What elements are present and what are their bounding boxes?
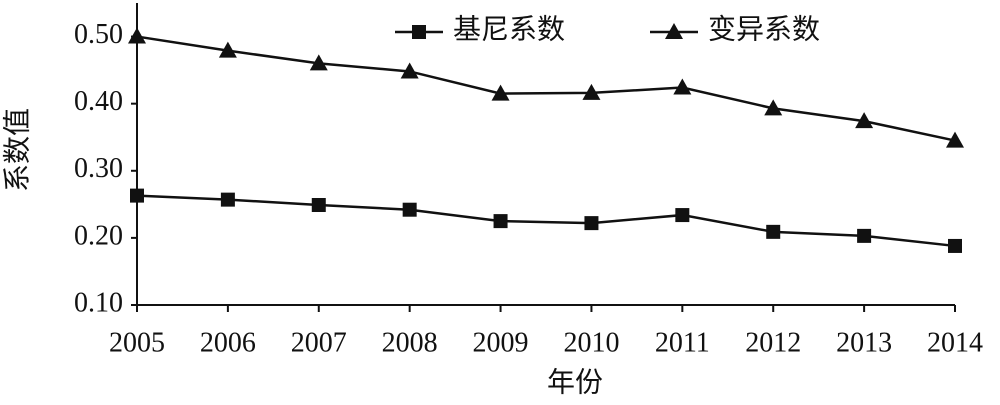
data-point [130, 188, 144, 203]
x-tick-label: 2013 [836, 327, 892, 358]
y-axis-title: 系数值 [1, 108, 33, 192]
data-point [946, 131, 964, 148]
x-tick-label: 2007 [291, 327, 347, 358]
data-point [766, 224, 781, 239]
data-point [220, 192, 235, 207]
data-point [582, 83, 601, 100]
data-point [673, 78, 692, 95]
x-tick-label: 2012 [745, 327, 801, 358]
x-tick-label: 2011 [655, 327, 710, 358]
data-point [218, 41, 237, 58]
data-point [309, 54, 328, 71]
y-tick-label: 0.30 [74, 153, 123, 184]
series-line [136, 35, 956, 142]
data-point [491, 84, 510, 101]
series-line [136, 194, 956, 248]
legend-marker [665, 23, 683, 39]
x-tick-label: 2010 [563, 327, 619, 358]
data-point [493, 214, 508, 229]
x-tick-label: 2008 [382, 327, 438, 358]
data-point [400, 62, 419, 79]
data-point [128, 27, 146, 44]
data-point [855, 112, 874, 129]
y-tick-label: 0.50 [74, 19, 123, 50]
x-tick-label: 2006 [200, 327, 256, 358]
data-point [402, 202, 417, 217]
data-point [764, 99, 783, 116]
data-point [584, 216, 599, 231]
x-axis-title: 年份 [547, 366, 603, 398]
data-point [857, 228, 872, 243]
data-point [311, 198, 326, 213]
legend-label: 基尼系数 [453, 13, 565, 45]
y-tick-label: 0.20 [74, 220, 123, 251]
y-tick-label: 0.10 [74, 287, 123, 318]
legend-label: 变异系数 [708, 13, 820, 45]
y-tick-label: 0.40 [74, 86, 123, 117]
data-point [675, 208, 690, 223]
x-tick-label: 2014 [927, 327, 983, 358]
data-point [948, 238, 962, 253]
x-tick-label: 2009 [473, 327, 529, 358]
legend-marker [412, 25, 426, 39]
x-tick-label: 2005 [109, 327, 165, 358]
